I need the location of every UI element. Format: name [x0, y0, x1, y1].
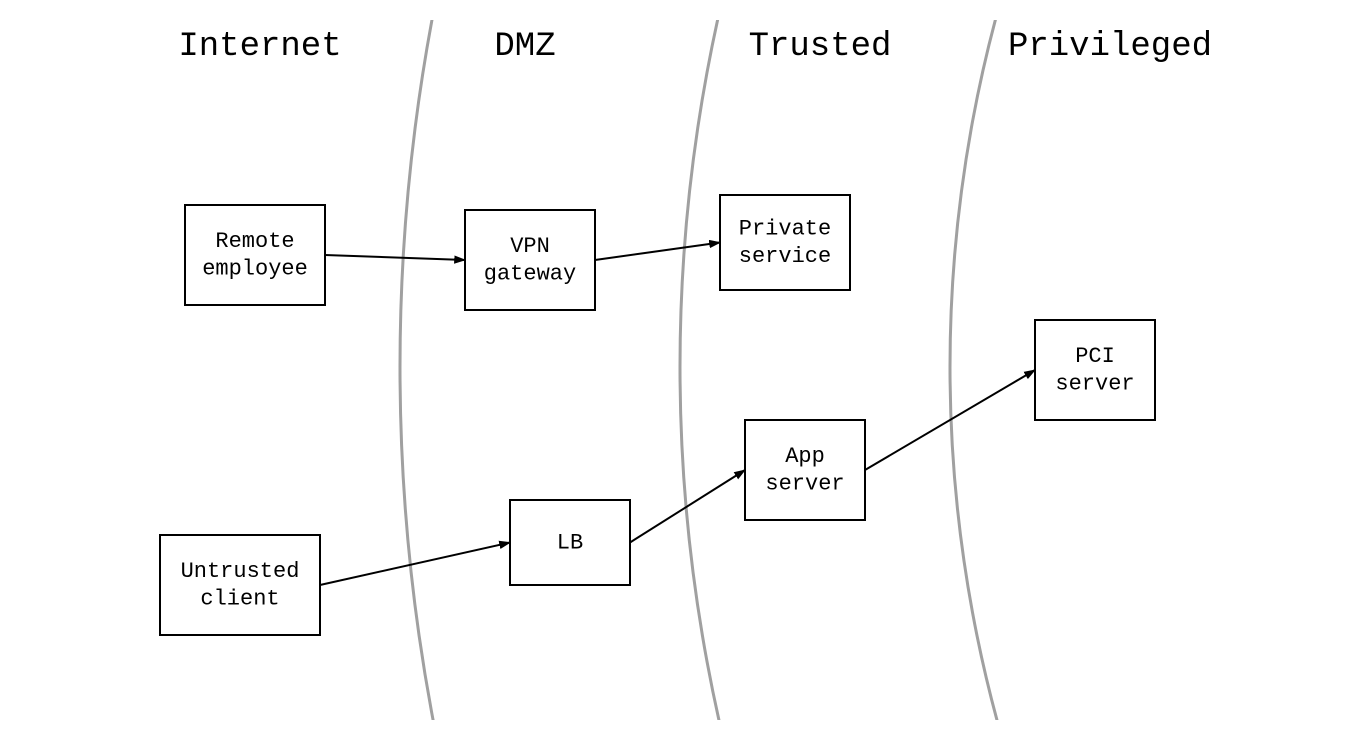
zone-label-dmz: DMZ — [494, 28, 555, 66]
node-vpn-gateway: VPN gateway — [465, 210, 595, 310]
node-box-pci-server — [1035, 320, 1155, 420]
zone-label-trusted: Trusted — [749, 28, 892, 66]
node-app-server: App server — [745, 420, 865, 520]
node-private-service: Privateservice — [720, 195, 850, 290]
node-label-app-server-line1: server — [765, 472, 844, 497]
edge-vpn-gateway-to-private-service — [595, 243, 720, 261]
node-box-untrusted-client — [160, 535, 320, 635]
node-label-pci-server-line1: server — [1055, 372, 1134, 397]
node-label-vpn-gateway-line0: VPN — [510, 234, 550, 259]
edge-untrusted-client-to-lb — [320, 543, 510, 586]
node-label-private-service-line1: service — [739, 244, 831, 269]
node-box-private-service — [720, 195, 850, 290]
node-label-remote-employee-line0: Remote — [215, 229, 294, 254]
network-diagram: Internet DMZ Trusted Privileged Remote employ… — [0, 0, 1359, 735]
zone-boundary-arc-0 — [400, 0, 1359, 735]
node-remote-employee: Remote employee — [185, 205, 325, 305]
node-lb: LB — [510, 500, 630, 585]
node-label-vpn-gateway-line1: gateway — [484, 262, 576, 287]
node-pci-server: PCI server — [1035, 320, 1155, 420]
edge-remote-employee-to-vpn-gateway — [325, 255, 465, 260]
node-label-remote-employee-line1: employee — [202, 257, 308, 282]
node-box-vpn-gateway — [465, 210, 595, 310]
node-label-app-server-line0: App — [785, 444, 825, 469]
node-label-private-service-line0: Private — [739, 217, 831, 242]
zone-label-privileged: Privileged — [1008, 28, 1212, 66]
node-untrusted-client: Untrusted client — [160, 535, 320, 635]
node-box-remote-employee — [185, 205, 325, 305]
node-label-lb-line0: LB — [557, 530, 583, 555]
node-label-untrusted-client-line1: client — [200, 587, 279, 612]
node-label-untrusted-client-line0: Untrusted — [181, 559, 300, 584]
node-box-app-server — [745, 420, 865, 520]
zone-label-internet: Internet — [178, 28, 341, 66]
zone-boundary-arc-1 — [680, 0, 1359, 735]
node-label-pci-server-line0: PCI — [1075, 344, 1115, 369]
